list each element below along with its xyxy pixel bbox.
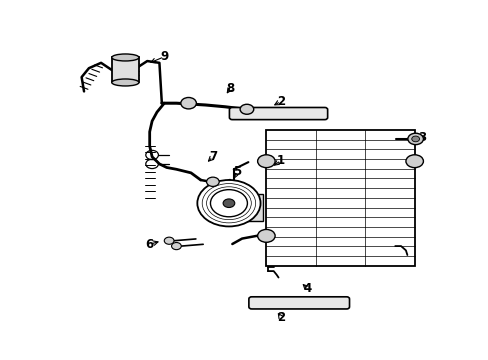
Bar bbox=[266, 130, 414, 266]
Text: 9: 9 bbox=[160, 50, 168, 63]
Text: 4: 4 bbox=[303, 283, 311, 296]
Circle shape bbox=[197, 180, 260, 226]
Ellipse shape bbox=[112, 79, 139, 86]
Circle shape bbox=[171, 243, 181, 249]
Text: 3: 3 bbox=[417, 131, 425, 144]
Text: 7: 7 bbox=[208, 150, 217, 163]
Circle shape bbox=[164, 237, 174, 244]
Text: 5: 5 bbox=[233, 165, 241, 177]
Text: 2: 2 bbox=[276, 311, 285, 324]
Ellipse shape bbox=[112, 54, 139, 61]
Circle shape bbox=[206, 177, 219, 186]
Circle shape bbox=[223, 199, 234, 207]
Bar bbox=[112, 58, 139, 82]
Circle shape bbox=[411, 136, 419, 142]
Text: 8: 8 bbox=[225, 82, 234, 95]
Circle shape bbox=[257, 229, 275, 242]
Circle shape bbox=[407, 133, 423, 145]
Text: 2: 2 bbox=[276, 95, 285, 108]
Text: 6: 6 bbox=[145, 238, 154, 251]
Text: 1: 1 bbox=[276, 154, 285, 167]
Circle shape bbox=[405, 155, 423, 168]
Circle shape bbox=[240, 104, 253, 114]
FancyBboxPatch shape bbox=[248, 297, 349, 309]
Circle shape bbox=[257, 155, 275, 168]
Bar bbox=[209, 194, 263, 221]
FancyBboxPatch shape bbox=[229, 108, 327, 120]
Circle shape bbox=[181, 98, 196, 109]
